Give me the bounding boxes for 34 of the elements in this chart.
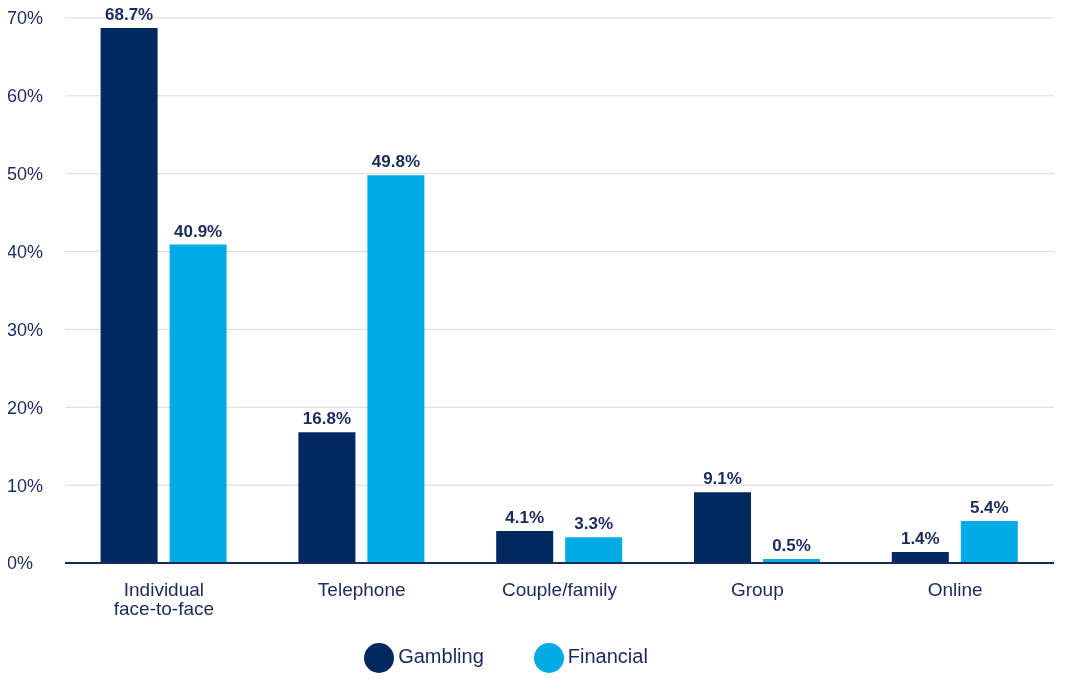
data-label: 4.1% bbox=[505, 508, 545, 528]
data-label: 9.1% bbox=[703, 469, 742, 489]
y-tick-label: 20% bbox=[7, 397, 44, 418]
data-label: 0.5% bbox=[772, 536, 811, 556]
data-label: 3.3% bbox=[574, 514, 614, 534]
bar bbox=[960, 520, 1018, 563]
x-tick-label: Individual face-to-face bbox=[113, 579, 215, 620]
legend-label: Gambling bbox=[398, 645, 484, 668]
bar bbox=[100, 28, 158, 563]
bar bbox=[694, 492, 751, 563]
legend-label: Financial bbox=[567, 645, 648, 668]
data-label: 49.8% bbox=[371, 152, 421, 172]
y-tick-label: 0% bbox=[7, 553, 34, 574]
bar bbox=[367, 175, 425, 563]
bar bbox=[496, 531, 554, 563]
data-label: 40.9% bbox=[174, 221, 223, 241]
x-tick-label: Group bbox=[730, 579, 784, 601]
x-tick-label: Couple/family bbox=[501, 579, 618, 601]
data-label: 16.8% bbox=[302, 409, 352, 429]
y-tick-label: 10% bbox=[7, 475, 44, 496]
bar bbox=[891, 552, 949, 563]
bar bbox=[298, 432, 356, 563]
bar bbox=[565, 537, 623, 563]
y-tick-label: 40% bbox=[7, 241, 44, 262]
data-label: 1.4% bbox=[900, 529, 940, 549]
data-label: 68.7% bbox=[105, 5, 154, 25]
bar bbox=[169, 244, 227, 563]
y-tick-label: 30% bbox=[7, 319, 44, 340]
x-tick-label: Telephone bbox=[317, 579, 406, 601]
data-label: 5.4% bbox=[969, 497, 1009, 517]
y-tick-label: 50% bbox=[7, 164, 44, 185]
x-tick-label: Online bbox=[927, 579, 983, 601]
y-tick-label: 70% bbox=[7, 8, 44, 29]
y-tick-label: 60% bbox=[7, 86, 44, 107]
